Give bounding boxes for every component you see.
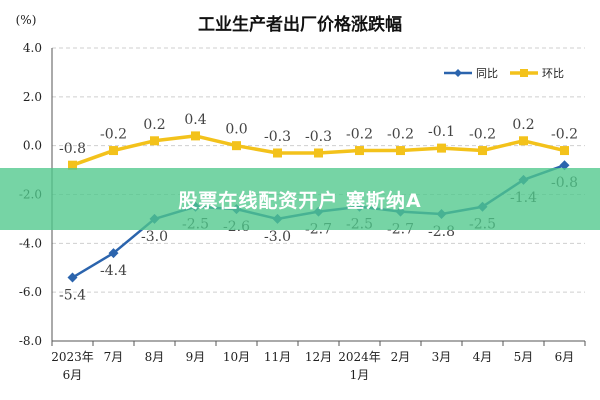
data-label-mom: -0.1 — [428, 124, 455, 140]
x-tick-label: 2024年 — [338, 350, 381, 364]
data-label-mom: 0.2 — [512, 117, 534, 133]
data-point-mom — [68, 160, 77, 170]
data-point-mom — [355, 146, 364, 156]
x-tick-label: 6月 — [63, 368, 83, 382]
x-tick-label: 6月 — [555, 350, 575, 364]
x-tick-labels: 2023年 6月 7月 8月 9月 10月 11月 12月 2024年 1月 2月 3月 4月 5月 6月 — [51, 350, 574, 382]
data-label-mom: -0.2 — [551, 127, 578, 143]
x-tick-label: 9月 — [186, 350, 206, 364]
legend-label: 环比 — [542, 67, 564, 80]
data-label-mom: -0.2 — [387, 127, 414, 143]
data-point-mom — [191, 131, 200, 141]
data-label-mom: -0.2 — [100, 127, 127, 143]
data-point-mom — [560, 146, 569, 156]
y-axis-unit: (%) — [16, 13, 37, 27]
data-point-mom — [232, 141, 241, 151]
y-tick-label: 0.0 — [23, 139, 42, 153]
data-point-mom — [109, 146, 118, 156]
x-tick-label: 1月 — [350, 368, 370, 382]
legend: 同比 环比 — [444, 67, 564, 80]
x-tick-label: 12月 — [305, 350, 332, 364]
data-label-yoy: -5.4 — [59, 288, 86, 304]
data-label-mom: 0.2 — [143, 117, 165, 133]
x-tick-label: 2023年 — [51, 350, 94, 364]
chart-title: 工业生产者出厂价格涨跌幅 — [198, 14, 402, 35]
x-tick-label: 7月 — [104, 350, 124, 364]
data-label-mom: -0.2 — [346, 127, 373, 143]
x-tick-label: 8月 — [145, 350, 165, 364]
data-point-yoy — [108, 248, 119, 259]
data-label-yoy: -4.4 — [100, 263, 127, 279]
y-tick-label: -6.0 — [19, 285, 42, 299]
legend-marker — [454, 69, 462, 77]
data-label-mom: -0.8 — [59, 141, 86, 157]
data-point-mom — [437, 143, 446, 153]
y-tick-label: 2.0 — [23, 90, 42, 104]
data-point-mom — [519, 136, 528, 146]
data-point-mom — [150, 136, 159, 146]
x-tick-label: 10月 — [223, 350, 250, 364]
data-point-mom — [314, 148, 323, 158]
legend-marker — [520, 69, 528, 77]
data-label-mom: -0.3 — [305, 129, 332, 145]
data-point-yoy — [67, 272, 78, 283]
data-label-mom: 0.0 — [225, 122, 247, 138]
x-tick-label: 4月 — [473, 350, 493, 364]
legend-label: 同比 — [476, 67, 498, 80]
data-label-yoy: -3.0 — [264, 229, 291, 245]
y-tick-label: -8.0 — [19, 334, 42, 348]
y-tick-label: 4.0 — [23, 41, 42, 55]
x-tick-label: 2月 — [391, 350, 411, 364]
y-tick-label: -4.0 — [19, 236, 42, 250]
watermark-banner: 股票在线配资开户 塞斯纳A — [0, 168, 600, 230]
data-point-mom — [478, 146, 487, 156]
data-point-mom — [273, 148, 282, 158]
data-point-mom — [396, 146, 405, 156]
x-tick-label: 11月 — [264, 350, 291, 364]
data-label-yoy: -3.0 — [141, 229, 168, 245]
data-label-mom: -0.3 — [264, 129, 291, 145]
data-label-mom: 0.4 — [184, 112, 206, 128]
x-tick-label: 3月 — [432, 350, 452, 364]
x-tick-label: 5月 — [514, 350, 534, 364]
data-point-yoy — [559, 160, 570, 171]
data-label-mom: -0.2 — [469, 127, 496, 143]
